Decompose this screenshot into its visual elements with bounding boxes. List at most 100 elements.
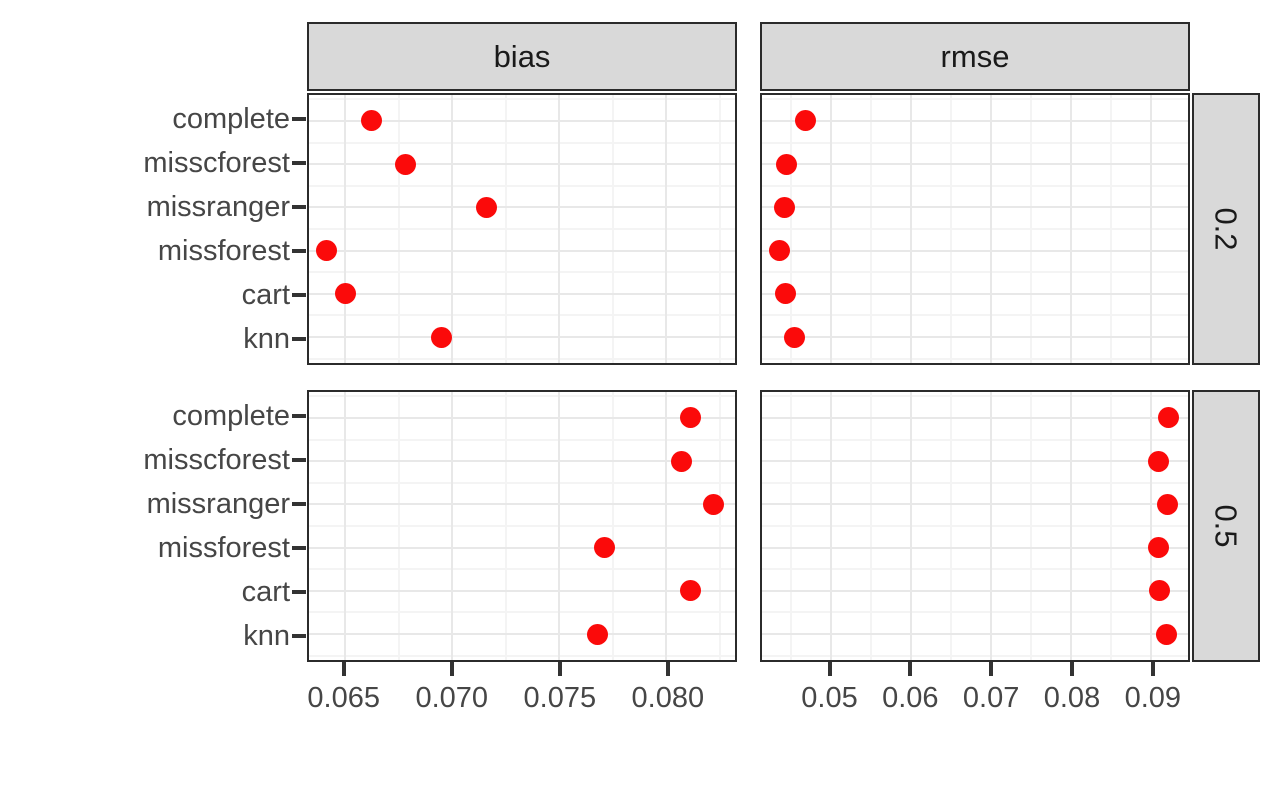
y-axis-tick <box>292 205 306 210</box>
gridline-major <box>762 119 1188 122</box>
x-axis-tick <box>1150 662 1155 676</box>
x-axis-tick <box>557 662 562 676</box>
gridline-major <box>451 95 454 363</box>
gridline-major <box>309 460 735 463</box>
gridline-major <box>309 119 735 122</box>
y-axis-label: missranger <box>146 191 290 224</box>
gridline-major <box>309 546 735 549</box>
y-axis-label: misscforest <box>143 444 290 477</box>
x-axis-tick <box>989 662 994 676</box>
y-axis-tick <box>292 502 306 507</box>
data-point <box>1148 580 1170 602</box>
gridline-minor <box>762 98 1188 101</box>
y-axis-tick <box>292 589 306 594</box>
data-point <box>360 110 382 132</box>
gridline-major <box>990 392 992 660</box>
gridline-minor <box>309 357 735 360</box>
gridline-major <box>309 292 735 295</box>
gridline-major <box>1070 95 1073 363</box>
gridline-major <box>762 292 1188 295</box>
gridline-major <box>1150 392 1153 660</box>
gridline-minor <box>309 611 735 614</box>
gridline-major <box>1070 392 1073 660</box>
gridline-minor <box>762 438 1188 441</box>
gridline-minor <box>762 395 1188 398</box>
y-axis-tick <box>292 292 306 297</box>
x-axis-tick-label: 0.07 <box>962 682 1020 714</box>
y-axis-tick <box>292 336 306 341</box>
panel-rmse-05 <box>760 390 1190 662</box>
x-axis-tick-label: 0.080 <box>631 682 705 714</box>
facet-strip-row-02: 0.2 <box>1192 93 1260 365</box>
y-axis-label: knn <box>243 322 290 355</box>
y-axis-label: complete <box>172 400 290 433</box>
gridline-major <box>762 460 1188 463</box>
panel-bias-02 <box>307 93 737 365</box>
data-point <box>784 326 806 348</box>
gridline-major <box>309 589 735 592</box>
gridline-major <box>558 392 561 660</box>
gridline-major <box>309 633 735 636</box>
gridline-minor <box>762 141 1188 144</box>
y-axis-label: missforest <box>157 234 290 267</box>
data-point <box>703 493 725 515</box>
data-point <box>679 407 701 429</box>
gridline-major <box>344 392 347 660</box>
y-axis-label: cart <box>241 278 290 311</box>
gridline-major <box>558 95 561 363</box>
facet-strip-col-rmse: rmse <box>760 22 1190 91</box>
facet-strip-row-05-label: 0.5 <box>1208 504 1244 548</box>
gridline-major <box>762 633 1188 636</box>
facet-strip-col-bias: bias <box>307 22 737 91</box>
data-point <box>1155 623 1177 645</box>
data-point <box>334 283 356 305</box>
gridline-minor <box>309 314 735 317</box>
data-point <box>587 623 609 645</box>
gridline-minor <box>762 184 1188 187</box>
gridline-minor <box>309 481 735 484</box>
gridline-major <box>829 392 832 660</box>
data-point <box>1147 450 1169 472</box>
data-point <box>593 537 615 559</box>
gridline-minor <box>762 525 1188 527</box>
gridline-major <box>344 95 347 363</box>
y-axis-tick <box>292 414 306 419</box>
y-axis-label: cart <box>241 575 290 608</box>
gridline-minor <box>309 395 735 398</box>
gridline-major <box>909 95 912 363</box>
data-point <box>773 196 795 218</box>
gridline-major <box>309 416 735 419</box>
gridline-major <box>762 336 1188 339</box>
gridline-minor <box>762 228 1188 230</box>
data-point <box>794 110 816 132</box>
gridline-minor <box>762 611 1188 614</box>
data-point <box>431 326 453 348</box>
gridline-minor <box>309 141 735 144</box>
gridline-minor <box>309 271 735 274</box>
gridline-major <box>309 163 735 166</box>
gridline-major <box>665 95 668 363</box>
gridline-major <box>762 163 1188 166</box>
data-point <box>476 196 498 218</box>
x-axis-tick-label: 0.05 <box>801 682 858 714</box>
gridline-minor <box>309 525 735 527</box>
x-axis-tick-label: 0.08 <box>1043 682 1101 714</box>
facet-strip-row-05: 0.5 <box>1192 390 1260 662</box>
gridline-minor <box>309 184 735 187</box>
x-axis-tick <box>341 662 346 676</box>
gridline-minor <box>762 568 1188 571</box>
y-axis-label: complete <box>172 103 290 136</box>
y-axis-label: knn <box>243 619 290 652</box>
x-axis-tick <box>449 662 454 676</box>
gridline-major <box>829 95 832 363</box>
x-axis-tick <box>665 662 670 676</box>
data-point <box>670 450 692 472</box>
gridline-minor <box>762 654 1188 657</box>
gridline-minor <box>309 438 735 441</box>
data-point <box>774 283 796 305</box>
x-axis-tick-label: 0.065 <box>307 682 380 714</box>
gridline-major <box>762 503 1188 506</box>
gridline-major <box>990 95 992 363</box>
y-axis-tick <box>292 117 306 122</box>
gridline-major <box>909 392 912 660</box>
